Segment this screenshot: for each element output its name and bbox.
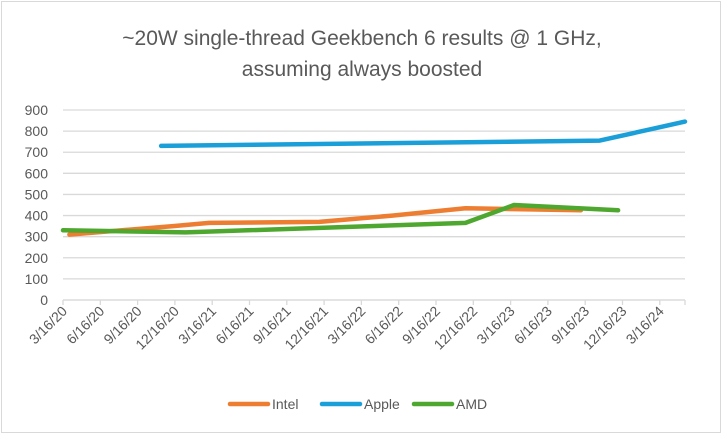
- y-tick-label: 600: [25, 165, 49, 181]
- y-tick-label: 0: [40, 292, 48, 308]
- legend-label: AMD: [456, 396, 487, 412]
- x-tick-label: 3/16/22: [324, 303, 368, 347]
- y-tick-label: 300: [25, 229, 49, 245]
- x-tick-label: 3/16/24: [623, 303, 667, 347]
- y-tick-label: 900: [25, 102, 49, 118]
- x-tick-label: 6/16/20: [63, 303, 107, 347]
- x-tick-label: 3/16/23: [473, 303, 517, 347]
- x-tick-label: 3/16/20: [26, 303, 70, 347]
- x-tick-label: 3/16/21: [175, 303, 219, 347]
- legend-label: Intel: [272, 396, 298, 412]
- y-tick-label: 500: [25, 186, 49, 202]
- series-line-apple: [158, 119, 688, 149]
- y-tick-label: 700: [25, 144, 49, 160]
- y-tick-label: 400: [25, 208, 49, 224]
- y-tick-label: 200: [25, 250, 49, 266]
- x-tick-label: 6/16/22: [361, 303, 405, 347]
- y-tick-label: 800: [25, 123, 49, 139]
- chart-title-line-1: ~20W single-thread Geekbench 6 results @…: [122, 27, 601, 50]
- chart-title-line-2: assuming always boosted: [242, 58, 482, 81]
- y-tick-label: 100: [25, 271, 49, 287]
- legend-label: Apple: [364, 396, 400, 412]
- x-tick-label: 6/16/23: [511, 303, 555, 347]
- x-tick-label: 6/16/21: [212, 303, 256, 347]
